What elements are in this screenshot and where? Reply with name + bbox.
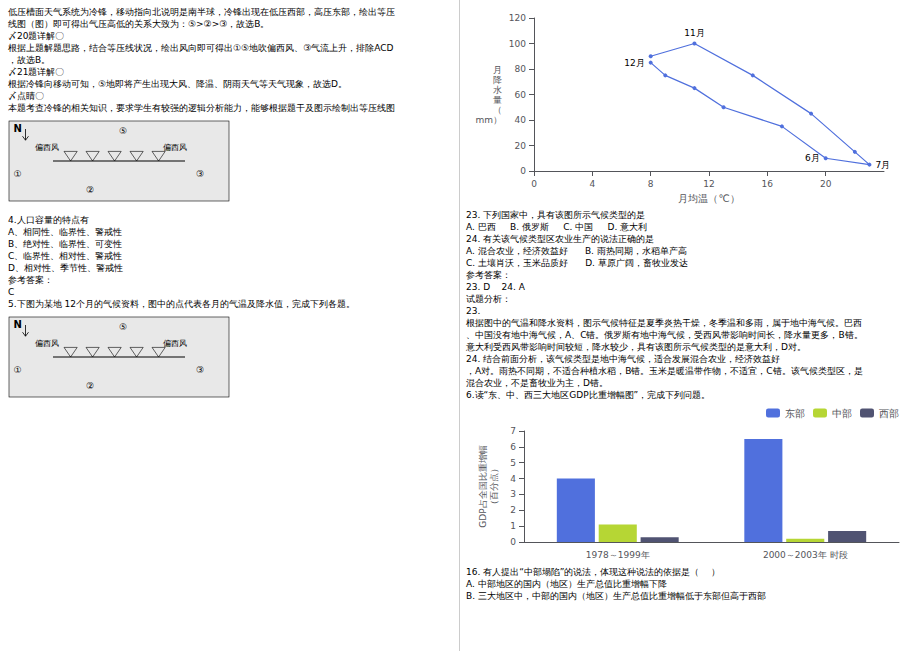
svg-text:20: 20	[820, 179, 832, 189]
svg-text:月: 月	[493, 65, 502, 75]
svg-text:80: 80	[515, 64, 527, 74]
svg-text:1: 1	[510, 521, 516, 531]
svg-text:③: ③	[196, 365, 204, 375]
html-text:根据上题解题思路，结合等压线状况，绘出风向即可得出①⑤地吹偏: 根据上题解题思路，结合等压线状况，绘出风向即可得出①⑤地吹偏西风、③气流上升，排…	[8, 43, 394, 53]
svg-text:③: ③	[196, 169, 204, 179]
html-text:B. 三大地区中，中部的国内（地区）生产总值比重增幅低于东部: B. 三大地区中，中部的国内（地区）生产总值比重增幅低于东部但高于西部	[466, 591, 766, 601]
html-text:16. 有人提出“中部塌陷”的说法，体现这种说法的依据是（: 16. 有人提出“中部塌陷”的说法，体现这种说法的依据是（ ）	[466, 567, 720, 577]
html-text:〆点睛〇: 〆点睛〇	[8, 91, 44, 101]
svg-text:0: 0	[510, 537, 516, 547]
html-text:〆21题详解〇: 〆21题详解〇	[8, 67, 65, 77]
html-text:D、相对性、季节性、警戒性: D、相对性、季节性、警戒性	[8, 263, 123, 273]
svg-text:2: 2	[510, 505, 516, 515]
svg-text:120: 120	[509, 13, 526, 23]
svg-text:⑤: ⑤	[119, 322, 127, 332]
html-text:A. 中部地区的国内（地区）生产总值比重增幅下降: A. 中部地区的国内（地区）生产总值比重增幅下降	[466, 579, 667, 589]
html-text:参考答案：: 参考答案：	[8, 275, 53, 285]
svg-text:16: 16	[762, 179, 774, 189]
svg-text:7: 7	[510, 426, 516, 436]
svg-text:降: 降	[493, 75, 502, 85]
svg-text:N: N	[13, 123, 21, 134]
html-text:、中国没有地中海气候，A、C错。俄罗斯有地中海气候，受西风带: 、中国没有地中海气候，A、C错。俄罗斯有地中海气候，受西风带影响时间长，降水量更…	[466, 330, 863, 340]
svg-text:①: ①	[13, 169, 21, 179]
svg-text:6月: 6月	[805, 153, 820, 163]
html-text:低压槽面天气系统为冷锋，移动指向北说明是南半球，冷锋出现在低: 低压槽面天气系统为冷锋，移动指向北说明是南半球，冷锋出现在低压西部，高压东部，绘…	[8, 7, 395, 17]
svg-text:40: 40	[515, 115, 527, 125]
html-text:23. 下列国家中，具有该图所示气候类型的是: 23. 下列国家中，具有该图所示气候类型的是	[466, 210, 646, 220]
svg-text:8: 8	[648, 179, 654, 189]
svg-text:11月: 11月	[684, 28, 704, 38]
svg-text:60: 60	[515, 90, 527, 100]
html-text:根据图中的气温和降水资料，图示气候特征是夏季炎热干燥，冬季温: 根据图中的气温和降水资料，图示气候特征是夏季炎热干燥，冬季温和多雨，属于地中海气…	[466, 318, 862, 328]
svg-text:水: 水	[493, 85, 502, 95]
html-text:本题考查冷锋的相关知识，要求学生有较强的逻辑分析能力，能够根: 本题考查冷锋的相关知识，要求学生有较强的逻辑分析能力，能够根据题干及图示绘制出等…	[8, 103, 395, 113]
svg-text:N: N	[13, 319, 21, 330]
svg-text:（: （	[493, 105, 502, 115]
html-text:混合农业，不是畜牧业为主，D错。: 混合农业，不是畜牧业为主，D错。	[466, 378, 608, 388]
svg-text:0: 0	[531, 179, 537, 189]
svg-text:2000～2003年 时段: 2000～2003年 时段	[763, 550, 848, 560]
svg-text:0: 0	[520, 166, 526, 176]
html-text:线图（图）即可得出气压高低的关系大致为：⑤>②>③，故选B。: 线图（图）即可得出气压高低的关系大致为：⑤>②>③，故选B。	[8, 19, 270, 29]
html-text:A. 混合农业，经济效益好 B. 雨热同期，水稻单产高: A. 混合农业，经济效益好 B. 雨热同期，水稻单产高	[466, 246, 687, 256]
svg-text:①: ①	[13, 365, 21, 375]
html-text:4.人口容量的特点有: 4.人口容量的特点有	[8, 215, 89, 225]
svg-text:20: 20	[515, 141, 527, 151]
svg-text:1978～1999年: 1978～1999年	[586, 550, 650, 560]
html-text:，故选B。: ，故选B。	[8, 55, 51, 65]
svg-text:偏西风: 偏西风	[163, 339, 187, 348]
svg-text:4: 4	[589, 179, 595, 189]
svg-text:12月: 12月	[624, 58, 644, 68]
svg-text:⑤: ⑤	[119, 126, 127, 136]
html-text:5.下图为某地 12个月的气候资料，图中的点代表各月的气温及: 5.下图为某地 12个月的气候资料，图中的点代表各月的气温及降水值，完成下列各题…	[8, 299, 355, 309]
html-text:根据冷锋向移动可知，⑤地即将产生出现大风、降温、阴雨天气等天: 根据冷锋向移动可知，⑤地即将产生出现大风、降温、阴雨天气等天气现象，故选D。	[8, 79, 347, 89]
svg-text:偏西风: 偏西风	[163, 143, 187, 152]
html-text:C: C	[8, 287, 15, 297]
html-text:A、相同性、临界性、警戒性: A、相同性、临界性、警戒性	[8, 227, 123, 237]
svg-text:中部: 中部	[832, 408, 852, 419]
html-text:参考答案：: 参考答案：	[466, 270, 511, 280]
svg-text:偏西风: 偏西风	[35, 143, 59, 152]
svg-text:100: 100	[509, 39, 526, 49]
html-text:试题分析：: 试题分析：	[466, 294, 511, 304]
html-text:B、绝对性、临界性、可变性: B、绝对性、临界性、可变性	[8, 239, 123, 249]
html-text:24. 结合前面分析，该气候类型是地中海气候，适合发展混合农: 24. 结合前面分析，该气候类型是地中海气候，适合发展混合农业，经济效益好	[466, 354, 781, 364]
svg-text:3: 3	[510, 489, 516, 499]
svg-text:量: 量	[493, 95, 502, 105]
html-text:23.: 23.	[466, 306, 481, 316]
svg-text:②: ②	[86, 185, 94, 195]
svg-text:（百分点）: （百分点）	[489, 464, 499, 509]
svg-text:5: 5	[510, 458, 516, 468]
html-text:，A对。雨热不同期，不适合种植水稻，B错。玉米是暖温带作物，: ，A对。雨热不同期，不适合种植水稻，B错。玉米是暖温带作物，不适宜，C错。该气候…	[466, 366, 863, 376]
svg-text:②: ②	[86, 381, 94, 391]
svg-text:mm）: mm）	[475, 115, 502, 125]
svg-text:6: 6	[510, 442, 516, 452]
html-text:C、临界性、相对性、警戒性: C、临界性、相对性、警戒性	[8, 251, 123, 261]
svg-text:4: 4	[510, 474, 516, 484]
svg-text:GDP占全国比重增幅: GDP占全国比重增幅	[478, 445, 488, 527]
html-text:C. 土壤肖沃，玉米品质好 D. 草原广阔，畜牧业发达: C. 土壤肖沃，玉米品质好 D. 草原广阔，畜牧业发达	[466, 258, 688, 268]
html-text:6.读“东、中、西三大地区GDP比重增幅图”，完成下列问题。: 6.读“东、中、西三大地区GDP比重增幅图”，完成下列问题。	[466, 390, 711, 400]
svg-text:12: 12	[703, 179, 714, 189]
svg-text:7月: 7月	[875, 160, 890, 170]
html-text:意大利受西风带影响时间较短，降水较少，具有该图所示气候类型的: 意大利受西风带影响时间较短，降水较少，具有该图所示气候类型的是意大利，D对。	[466, 342, 806, 352]
svg-text:月均温（℃）: 月均温（℃）	[678, 193, 739, 204]
html-text:24. 有关该气候类型区农业生产的说法正确的是: 24. 有关该气候类型区农业生产的说法正确的是	[466, 234, 655, 244]
svg-text:偏西风: 偏西风	[35, 339, 59, 348]
svg-text:东部: 东部	[785, 408, 805, 419]
svg-text:西部: 西部	[879, 408, 899, 419]
html-text:23. D 24. A: 23. D 24. A	[466, 282, 525, 292]
html-text:〆20题详解〇: 〆20题详解〇	[8, 31, 65, 41]
html-text:A. 巴西 B. 俄罗斯 C. 中国 D. 意大利: A. 巴西 B. 俄罗斯 C. 中国 D. 意大利	[466, 222, 648, 232]
